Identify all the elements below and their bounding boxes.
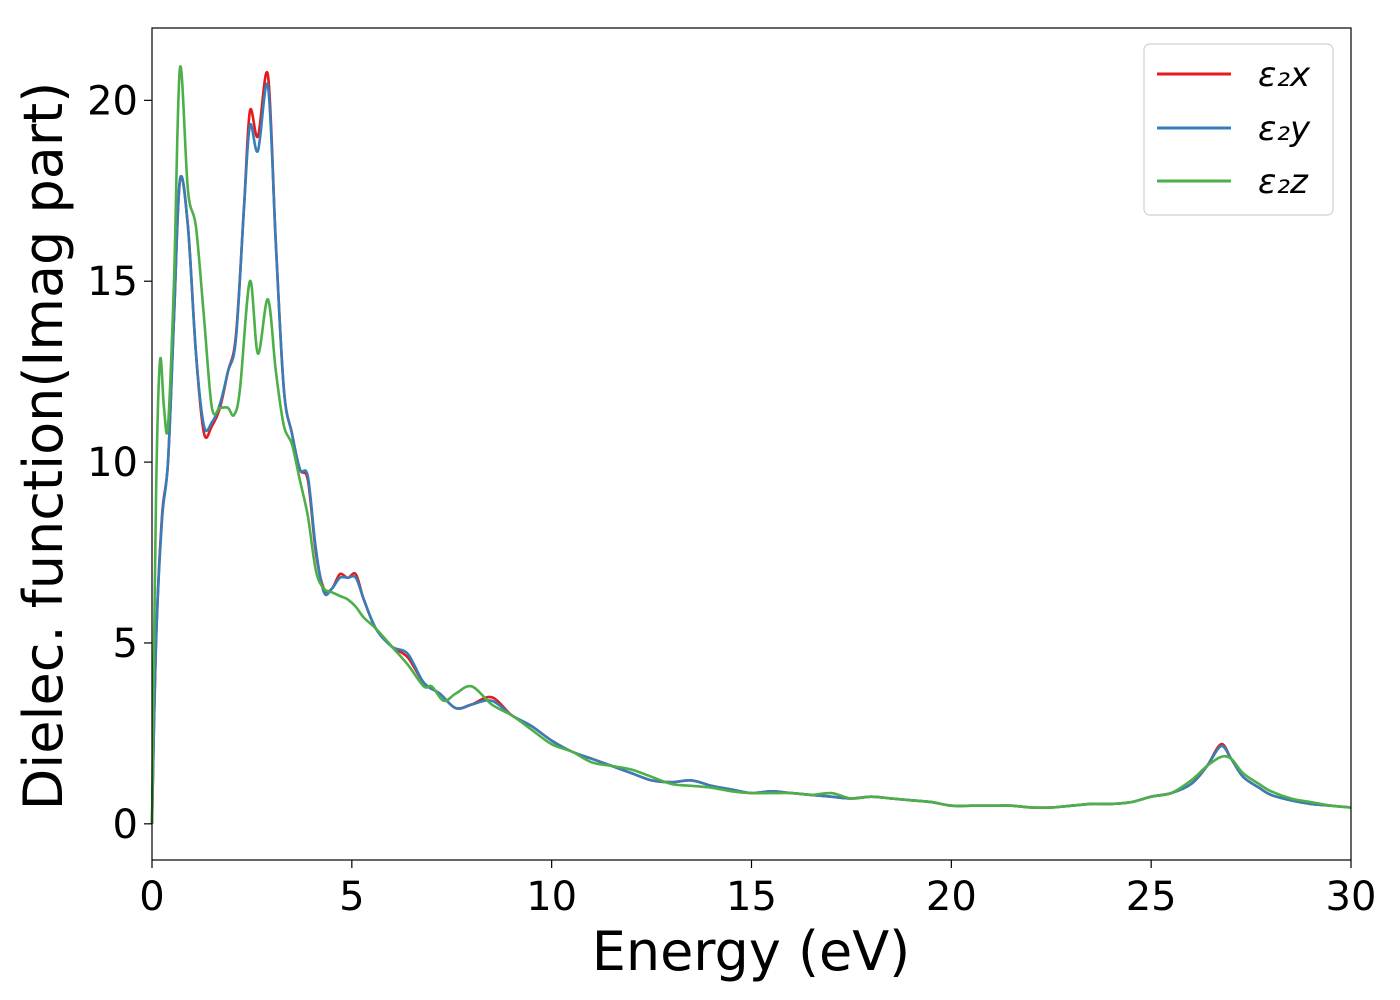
series-layer <box>150 65 1352 824</box>
plot-frame <box>151 27 1352 861</box>
series-line-e2z <box>150 65 1352 824</box>
x-tick-label: 30 <box>1326 874 1377 920</box>
y-tick-label: 5 <box>113 621 138 667</box>
legend-label-e2x: ε₂x <box>1258 55 1311 95</box>
x-tick-label: 25 <box>1126 874 1177 920</box>
legend: ε₂x ε₂y ε₂z <box>1143 43 1334 216</box>
legend-label-e2z: ε₂z <box>1258 162 1309 202</box>
y-tick-label: 0 <box>113 802 138 848</box>
y-tick-label: 10 <box>87 440 138 486</box>
ticks-layer: 0 5 10 15 20 25 30 0 5 10 15 20 <box>87 78 1376 920</box>
x-tick-label: 10 <box>526 874 577 920</box>
x-tick-label: 20 <box>926 874 977 920</box>
x-tick-label: 5 <box>339 874 364 920</box>
x-tick-label: 0 <box>139 874 164 920</box>
y-tick-label: 20 <box>87 78 138 124</box>
x-tick-label: 15 <box>726 874 777 920</box>
legend-label-e2y: ε₂y <box>1258 109 1311 149</box>
legend-box <box>1143 43 1334 216</box>
x-axis-label: Energy (eV) <box>592 920 911 983</box>
y-axis-label: Dielec. function(Imag part) <box>12 82 75 811</box>
y-tick-label: 15 <box>87 259 138 305</box>
